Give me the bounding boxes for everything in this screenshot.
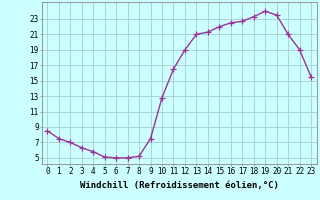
X-axis label: Windchill (Refroidissement éolien,°C): Windchill (Refroidissement éolien,°C) <box>80 181 279 190</box>
